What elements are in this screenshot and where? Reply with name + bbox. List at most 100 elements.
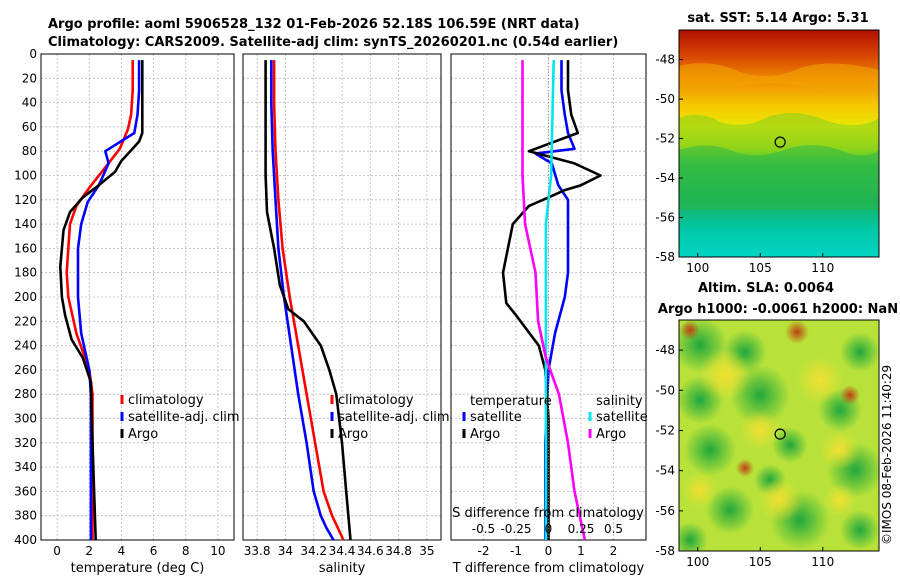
depth-tick-label: 360: [14, 484, 37, 498]
temperature-frame: [40, 53, 235, 541]
sla-anomaly-patch: [758, 478, 802, 522]
sla-map-subtitle: Argo h1000: -0.0061 h2000: NaN: [658, 302, 898, 317]
depth-tick-label: 380: [14, 509, 37, 523]
sla_map-xtick-label: 100: [686, 555, 709, 569]
sst-front-band: [679, 113, 879, 150]
difference-legend-temperature-title: temperature: [470, 394, 552, 409]
sst_map-ytick-label: -58: [655, 250, 675, 264]
sst-map: sat. SST: 5.14 Argo: 5.31 100 105 110 -48 -5…: [655, 11, 880, 275]
difference-secondary-xtick-label: 0: [545, 522, 553, 536]
sla_map-ytick-label: -54: [655, 464, 675, 478]
salinity-legend-entry: climatology: [338, 393, 414, 408]
temperature-xtick-label: 4: [118, 544, 126, 558]
difference-legend-entry: Argo: [596, 427, 626, 442]
sla_map-ytick-label: -52: [655, 423, 675, 437]
salinity-xtick-label: 34.4: [329, 544, 356, 558]
difference-legend: temperature salinitysatelliteArgosatellit…: [452, 394, 648, 536]
temperature-xtick-label: 0: [53, 544, 61, 558]
depth-tick-label: 120: [14, 193, 37, 207]
sla-map: Altim. SLA: 0.0064 Argo h1000: -0.0061 h…: [655, 281, 898, 569]
temperature-legend-entry: satellite-adj. clim: [128, 410, 240, 425]
salinity-legend-entry: Argo: [338, 427, 368, 442]
depth-tick-label: 80: [22, 144, 37, 158]
sla_map-ytick-label: -56: [655, 504, 675, 518]
depth-tick-label: 140: [14, 217, 37, 231]
panel-salinity: 33.8 34 34.2 34.4 34.6 34.8 35 salinity: [242, 53, 442, 576]
difference-xlabel: T difference from climatology: [452, 561, 645, 576]
temperature-xlabel: temperature (deg C): [71, 561, 205, 576]
salinity-xtick-label: 34.6: [357, 544, 384, 558]
sla-map-title: Altim. SLA: 0.0064: [698, 281, 834, 296]
difference-secondary-xtick-label: 0.25: [568, 522, 595, 536]
panel-temperature: 0 2 4 6 8 10020406080100120140160180200220240…: [14, 47, 235, 576]
difference-xtick-label: 1: [577, 544, 585, 558]
temperature-xtick-label: 10: [210, 544, 225, 558]
sla-anomaly-patch: [682, 472, 718, 508]
difference-xtick-label: -1: [510, 544, 522, 558]
sst-warm-band: [679, 63, 879, 94]
sst_map-xtick-label: 110: [811, 261, 834, 275]
depth-tick-label: 160: [14, 241, 37, 255]
difference-series-salinity-argo: [521, 60, 587, 541]
salinity-xtick-label: 34.2: [300, 544, 327, 558]
salinity-legend-entry: satellite-adj. clim: [338, 410, 450, 425]
sst_map-ytick-label: -54: [655, 171, 675, 185]
depth-tick-label: 260: [14, 363, 37, 377]
sla-anomaly-patch: [679, 522, 708, 551]
depth-tick-label: 300: [14, 412, 37, 426]
difference-legend-entry: Argo: [470, 427, 500, 442]
salinity-series-satellite-adj-clim: [269, 60, 335, 541]
sla-anomaly-patch: [772, 427, 808, 463]
difference-secondary-xtick-label: -0.5: [472, 522, 495, 536]
depth-tick-label: 180: [14, 266, 37, 280]
sla-anomaly-patch: [820, 430, 860, 470]
imos-timestamp: ©IMOS 08-Feb-2026 11:40:29: [880, 365, 894, 545]
sla-anomaly-patch: [680, 320, 700, 340]
sst-map-frame: [678, 29, 880, 258]
difference-legend-salinity-title: salinity: [596, 394, 643, 409]
salinity-series-argo: [264, 60, 352, 541]
sla-argo-marker: [774, 428, 786, 440]
depth-tick-label: 340: [14, 460, 37, 474]
difference-xtick-label: -2: [478, 544, 490, 558]
difference-series-salinity-satellite: [544, 60, 555, 540]
sst-map-title: sat. SST: 5.14 Argo: 5.31: [687, 11, 868, 26]
temperature-legend: climatology satellite-adj. clim Argo: [120, 393, 240, 442]
difference-secondary-xtick-label: 0.5: [604, 522, 623, 536]
depth-tick-label: 20: [22, 71, 37, 85]
sla-anomaly-patch: [684, 424, 736, 476]
salinity-xtick-label: 34: [278, 544, 293, 558]
sla_map-ytick-label: -50: [655, 383, 675, 397]
sla_map-ytick-label: -48: [655, 343, 675, 357]
difference-xtick-label: 2: [610, 544, 618, 558]
sla-anomaly-patch: [840, 385, 860, 405]
difference-legend-entry: satellite: [470, 410, 522, 425]
depth-tick-label: 60: [22, 120, 37, 134]
sla-anomaly-patch: [840, 332, 879, 372]
sla_map-ytick-label: -58: [655, 544, 675, 558]
sla-anomaly-patch: [736, 459, 754, 477]
temperature-xtick-label: 2: [85, 544, 93, 558]
sst_map-ytick-label: -52: [655, 132, 675, 146]
sst_map-ytick-label: -48: [655, 53, 675, 67]
figure-title-line2: Climatology: CARS2009. Satellite-adj cli…: [48, 35, 618, 50]
difference-legend-entry: satellite: [596, 410, 648, 425]
sla-anomaly-patch: [824, 484, 856, 516]
sla-anomaly-patch: [740, 410, 780, 450]
depth-tick-label: 280: [14, 387, 37, 401]
sla-anomaly-patch: [840, 510, 879, 550]
sst-argo-marker: [774, 136, 786, 148]
temperature-legend-entry: Argo: [128, 427, 158, 442]
temperature-xtick-label: 6: [150, 544, 158, 558]
difference-secondary-xtick-label: -0.25: [500, 522, 531, 536]
difference-xtick-label: 0: [545, 544, 553, 558]
depth-tick-label: 100: [14, 169, 37, 183]
sla-map-frame: [678, 319, 880, 552]
temperature-xtick-label: 8: [182, 544, 190, 558]
sst-cool-band: [679, 145, 879, 210]
temperature-series-satellite-adj-clim: [76, 60, 141, 540]
sst_map-xtick-label: 105: [749, 261, 772, 275]
salinity-xlabel: salinity: [319, 561, 366, 576]
figure-title-line1: Argo profile: aoml 5906528_132 01-Feb-20…: [48, 17, 580, 32]
panel-difference: -2 -1 0 1 2 T difference from climatology: [450, 53, 647, 576]
